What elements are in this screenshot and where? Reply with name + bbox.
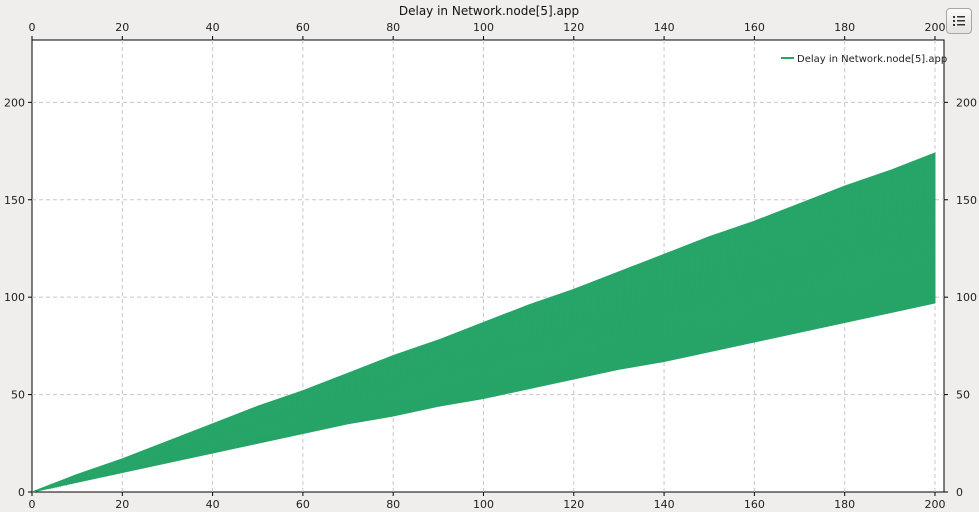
y-tick-label-right: 0 — [956, 486, 963, 499]
list-icon — [953, 16, 965, 26]
x-tick-label-bottom: 200 — [924, 498, 945, 511]
x-tick-label-bottom: 140 — [654, 498, 675, 511]
x-tick-label-top: 120 — [563, 21, 584, 34]
x-tick-label-top: 60 — [296, 21, 310, 34]
x-tick-label-top: 180 — [834, 21, 855, 34]
y-tick-label-left: 50 — [11, 389, 25, 402]
x-tick-label-top: 40 — [206, 21, 220, 34]
series-layer — [31, 152, 936, 493]
x-tick-label-top: 160 — [744, 21, 765, 34]
legend: Delay in Network.node[5].app — [781, 54, 947, 65]
legend-toggle-button[interactable] — [946, 8, 972, 34]
x-tick-label-top: 80 — [386, 21, 400, 34]
y-tick-label-right: 150 — [956, 194, 977, 207]
x-tick-label-bottom: 100 — [473, 498, 494, 511]
legend-label: Delay in Network.node[5].app — [797, 54, 947, 65]
y-tick-label-left: 150 — [4, 194, 25, 207]
x-tick-label-top: 200 — [924, 21, 945, 34]
x-tick-label-top: 0 — [29, 21, 36, 34]
y-tick-label-left: 100 — [4, 291, 25, 304]
y-tick-label-right: 200 — [956, 96, 977, 109]
series-line — [31, 161, 936, 493]
x-tick-label-top: 140 — [654, 21, 675, 34]
x-tick-label-bottom: 80 — [386, 498, 400, 511]
x-tick-label-bottom: 40 — [206, 498, 220, 511]
x-tick-label-bottom: 0 — [29, 498, 36, 511]
x-tick-label-bottom: 160 — [744, 498, 765, 511]
x-tick-label-bottom: 180 — [834, 498, 855, 511]
y-tick-label-right: 50 — [956, 389, 970, 402]
x-tick-label-bottom: 20 — [115, 498, 129, 511]
axes: 0020204040606080801001001201201401401601… — [4, 21, 977, 511]
chart-title: Delay in Network.node[5].app — [399, 4, 579, 18]
y-tick-label-right: 100 — [956, 291, 977, 304]
x-tick-label-bottom: 60 — [296, 498, 310, 511]
x-tick-label-top: 20 — [115, 21, 129, 34]
x-tick-label-bottom: 120 — [563, 498, 584, 511]
y-tick-label-left: 200 — [4, 96, 25, 109]
y-tick-label-left: 0 — [18, 486, 25, 499]
series-area — [31, 152, 936, 493]
x-tick-label-top: 100 — [473, 21, 494, 34]
